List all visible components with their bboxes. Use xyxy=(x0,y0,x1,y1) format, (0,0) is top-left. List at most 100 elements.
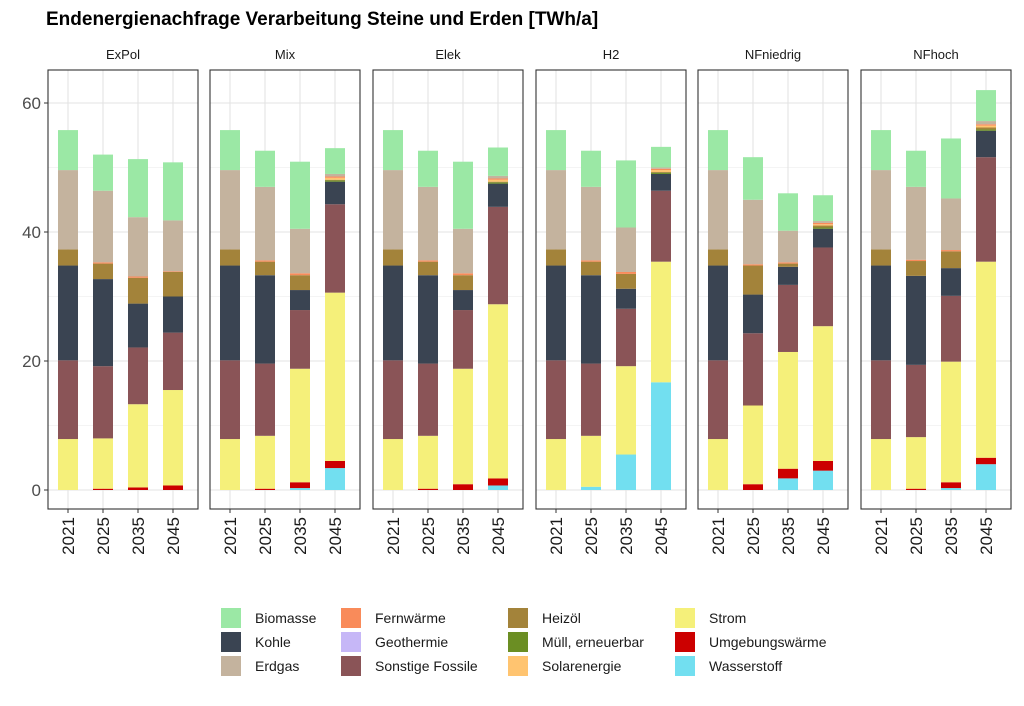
bar-segment-strom xyxy=(163,390,183,486)
facet-strip xyxy=(536,42,686,68)
bar-segment-strom xyxy=(778,351,798,469)
y-tick-label: 40 xyxy=(22,223,41,242)
facet-strip-label: NFhoch xyxy=(913,47,959,62)
bar-segment-erdgas xyxy=(325,173,345,177)
legend-item-geothermie: Geothermie xyxy=(341,632,448,652)
bar-segment-heizöl xyxy=(488,181,508,183)
bar-segment-biomasse xyxy=(941,138,961,199)
bar-segment-heizöl xyxy=(220,249,240,266)
x-tick-label: 2021 xyxy=(547,517,566,555)
bar-segment-heizöl xyxy=(708,249,728,266)
bar-segment-umgebungswärme xyxy=(93,488,113,490)
bar-segment-biomasse xyxy=(546,130,566,171)
bar-segment-fernwärme xyxy=(255,260,275,262)
bar-segment-biomasse xyxy=(976,90,996,122)
bar-segment-biomasse xyxy=(813,195,833,222)
bar-segment-erdgas xyxy=(651,167,671,169)
bar-segment-erdgas xyxy=(708,170,728,250)
bar-segment-strom xyxy=(708,439,728,490)
bar-segment-sonstige-fossile xyxy=(976,157,996,262)
x-tick-label: 2025 xyxy=(256,517,275,555)
bar-segment-wasserstoff xyxy=(976,464,996,490)
legend-item-kohle: Kohle xyxy=(221,632,291,652)
bar-segment-heizöl xyxy=(418,261,438,276)
bar-segment-heizöl xyxy=(128,277,148,304)
bar-segment-erdgas xyxy=(220,170,240,250)
legend-item-wasserstoff: Wasserstoff xyxy=(675,656,782,676)
legend-item-umgebungswärme: Umgebungswärme xyxy=(675,632,827,652)
bar-segment-umgebungswärme xyxy=(813,460,833,471)
bar-segment-heizöl xyxy=(813,225,833,228)
bar-segment-sonstige-fossile xyxy=(290,310,310,369)
bar-segment-solarenergie xyxy=(813,224,833,226)
legend-swatch xyxy=(221,632,241,652)
bar-segment-wasserstoff xyxy=(488,485,508,490)
legend-item-solarenergie: Solarenergie xyxy=(508,656,622,676)
legend-item-müll-erneuerbar: Müll, erneuerbar xyxy=(508,632,644,652)
bar-segment-biomasse xyxy=(616,160,636,228)
bar-segment-erdgas xyxy=(93,190,113,263)
bar-segment-kohle xyxy=(163,296,183,333)
bar-segment-sonstige-fossile xyxy=(453,310,473,369)
bar-segment-heizöl xyxy=(581,261,601,276)
bar-segment-fernwärme xyxy=(418,260,438,262)
x-tick-label: 2035 xyxy=(129,517,148,555)
bar-segment-biomasse xyxy=(871,130,891,171)
bar-segment-strom xyxy=(743,405,763,485)
legend-swatch xyxy=(221,608,241,628)
bar-segment-wasserstoff xyxy=(778,478,798,490)
bar-segment-heizöl xyxy=(743,265,763,295)
bar-segment-biomasse xyxy=(58,130,78,171)
bar-segment-fernwärme xyxy=(325,176,345,178)
legend-label: Solarenergie xyxy=(542,658,622,674)
bar-segment-fernwärme xyxy=(453,273,473,276)
bar-segment-strom xyxy=(383,439,403,490)
bar-segment-biomasse xyxy=(93,154,113,191)
bar-segment-fernwärme xyxy=(163,271,183,272)
bar-segment-fernwärme xyxy=(93,262,113,264)
bar-segment-wasserstoff xyxy=(290,488,310,490)
facet-strip-label: ExPol xyxy=(106,47,140,62)
x-tick-label: 2045 xyxy=(164,517,183,555)
bar-segment-strom xyxy=(581,435,601,487)
bar-segment-strom xyxy=(546,439,566,490)
bar-segment-sonstige-fossile xyxy=(325,204,345,293)
facet-strip-label: Mix xyxy=(275,47,296,62)
bar-segment-sonstige-fossile xyxy=(778,284,798,352)
bar-segment-strom xyxy=(616,366,636,455)
bar-segment-biomasse xyxy=(453,161,473,229)
legend-swatch xyxy=(675,632,695,652)
bar-segment-sonstige-fossile xyxy=(255,363,275,436)
legend-item-sonstige-fossile: Sonstige Fossile xyxy=(341,656,478,676)
bar-segment-erdgas xyxy=(163,220,183,272)
legend-item-heizöl: Heizöl xyxy=(508,608,581,628)
bar-segment-umgebungswärme xyxy=(778,468,798,479)
panel-border xyxy=(535,69,687,510)
bar-segment-umgebungswärme xyxy=(418,488,438,490)
bar-segment-fernwärme xyxy=(616,271,636,274)
facet-strip xyxy=(698,42,848,68)
bar-segment-biomasse xyxy=(383,130,403,171)
chart-title: Endenergienachfrage Verarbeitung Steine … xyxy=(46,9,598,30)
bar-segment-heizöl xyxy=(290,275,310,291)
legend-swatch xyxy=(675,656,695,676)
bar-segment-wasserstoff xyxy=(325,468,345,490)
legend-item-erdgas: Erdgas xyxy=(221,656,299,676)
x-tick-label: 2035 xyxy=(942,517,961,555)
facet-nfhoch: NFhoch 2021 2025 2035 2045 xyxy=(860,42,1012,555)
bar-segment-kohle xyxy=(128,303,148,348)
x-tick-label: 2021 xyxy=(709,517,728,555)
bar-segment-kohle xyxy=(255,275,275,364)
bar-segment-strom xyxy=(976,261,996,458)
bar-segment-erdgas xyxy=(128,217,148,277)
bar-segment-erdgas xyxy=(871,170,891,250)
bar-segment-fernwärme xyxy=(743,264,763,266)
bar-segment-umgebungswärme xyxy=(255,488,275,490)
bar-segment-biomasse xyxy=(651,146,671,168)
bar-segment-sonstige-fossile xyxy=(93,366,113,439)
facet-h2: H2 2021 2025 2035 2045 xyxy=(535,42,687,555)
legend-swatch xyxy=(508,632,528,652)
bar-segment-umgebungswärme xyxy=(488,478,508,486)
x-tick-label: 2045 xyxy=(814,517,833,555)
bar-segment-umgebungswärme xyxy=(743,484,763,490)
